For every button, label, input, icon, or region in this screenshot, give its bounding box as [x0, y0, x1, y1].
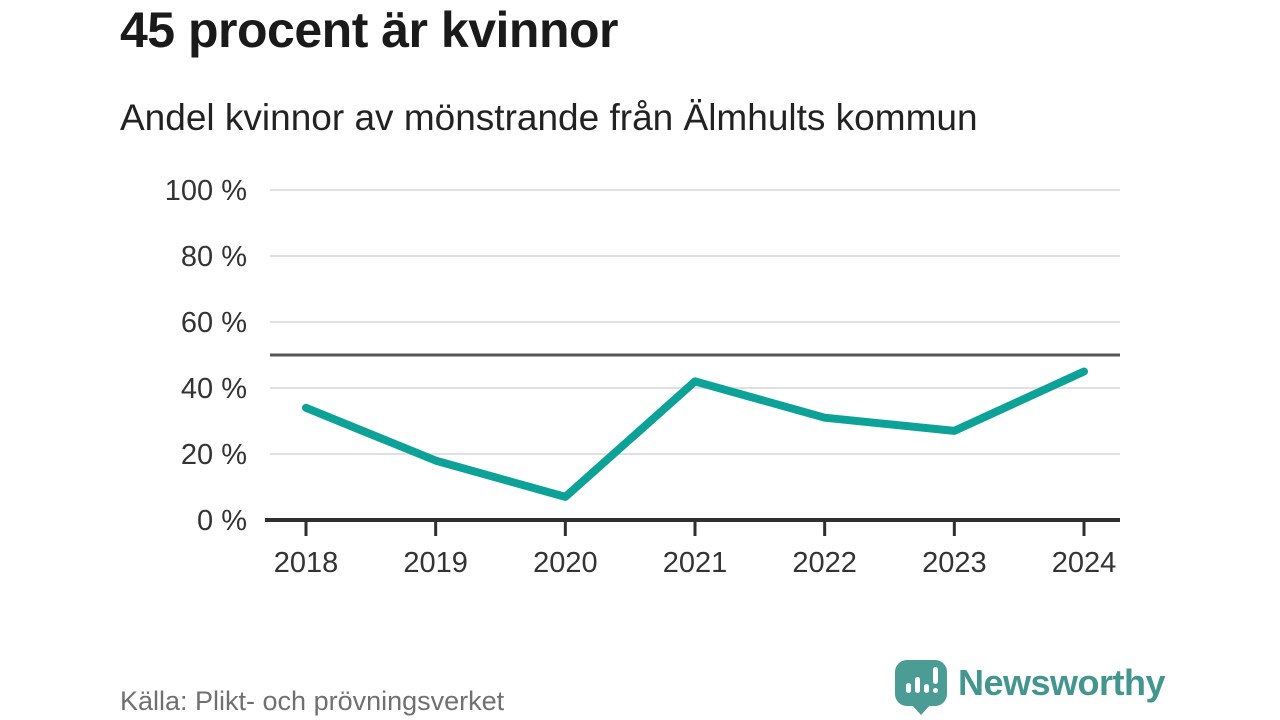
logo-bar-icon [906, 683, 911, 693]
brand-lockup: Newsworthy [895, 660, 1166, 706]
y-tick-label: 60 % [181, 307, 247, 339]
x-tick-label: 2022 [792, 547, 857, 579]
y-tick-label: 100 % [165, 175, 247, 207]
brand-wordmark: Newsworthy [958, 662, 1166, 703]
x-tick-label: 2018 [274, 547, 339, 579]
x-tick-label: 2020 [533, 547, 598, 579]
data-series-line [302, 367, 1088, 501]
x-tick-label: 2024 [1052, 547, 1117, 579]
y-tick-label: 20 % [181, 439, 247, 471]
source-note: Källa: Plikt- och prövningsverket [120, 686, 505, 716]
logo-bar-icon [915, 677, 920, 693]
x-tick-label: 2019 [403, 547, 468, 579]
logo-bar-icon [924, 684, 929, 693]
y-tick-label: 80 % [181, 241, 247, 273]
newsworthy-logo-icon [895, 660, 947, 706]
logo-exclamation-dot-icon [933, 688, 938, 693]
x-tick-label: 2023 [922, 547, 987, 579]
chart-subtitle: Andel kvinnor av mönstrande från Älmhult… [120, 97, 978, 138]
logo-exclamation-icon [933, 667, 938, 684]
y-tick-label: 40 % [181, 373, 247, 405]
chart-title: 45 procent är kvinnor [120, 2, 619, 58]
x-tick-label: 2021 [663, 547, 728, 579]
y-tick-label: 0 % [197, 505, 247, 537]
